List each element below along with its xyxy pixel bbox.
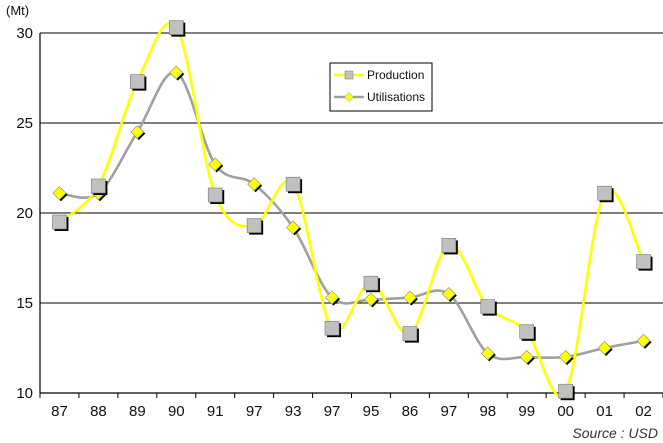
data-point-production — [52, 214, 67, 230]
legend-swatch-marker — [344, 70, 354, 80]
data-point-production — [207, 187, 223, 203]
series-markers — [52, 20, 653, 401]
data-point-utilisations — [519, 350, 534, 364]
series-line-utilisations — [59, 71, 644, 361]
data-point-production — [558, 383, 573, 399]
data-point-utilisations — [558, 350, 573, 364]
x-tick-label: 01 — [596, 403, 613, 420]
legend: Production Utilisations — [329, 62, 433, 112]
data-point-production — [246, 218, 262, 233]
x-tick-label: 98 — [479, 403, 496, 420]
data-point-production — [402, 326, 418, 341]
legend-label: Production — [367, 68, 424, 82]
source-note: Source : USD — [572, 425, 658, 441]
x-tick-label: 93 — [285, 403, 302, 420]
x-tick-label: 87 — [51, 403, 68, 420]
data-point-production — [441, 238, 457, 253]
data-point-production — [519, 324, 535, 340]
data-point-utilisations — [286, 220, 301, 235]
y-axis-unit-label: (Mt) — [6, 3, 29, 18]
x-tick-label: 91 — [207, 403, 224, 420]
data-point-utilisations — [325, 290, 339, 305]
data-point-utilisations — [364, 292, 378, 307]
data-point-production — [168, 20, 184, 35]
data-point-utilisations — [169, 65, 184, 80]
x-tick-label: 90 — [168, 403, 185, 420]
data-point-utilisations — [402, 290, 417, 305]
y-tick-label: 20 — [16, 205, 33, 222]
x-tick-label: 88 — [90, 403, 107, 420]
x-tick-label: 97 — [324, 403, 341, 420]
data-point-utilisations — [130, 125, 145, 139]
data-point-utilisations — [208, 157, 223, 172]
x-axis-ticks: 87 88 89 90 91 97 93 97 95 86 97 98 99 00 01 02 — [51, 403, 652, 420]
data-point-production — [363, 275, 379, 291]
x-tick-label: 89 — [129, 403, 146, 420]
x-tick-label: 95 — [363, 403, 380, 420]
data-point-production — [636, 254, 651, 269]
data-point-production — [130, 74, 145, 89]
data-point-production — [480, 299, 496, 314]
y-tick-label: 15 — [16, 295, 33, 312]
data-point-utilisations — [247, 177, 262, 192]
x-tick-label: 86 — [402, 403, 419, 420]
data-point-production — [597, 185, 612, 201]
data-point-production — [91, 178, 106, 194]
data-point-production — [324, 320, 340, 336]
legend-swatch-marker — [344, 92, 354, 102]
legend-label: Utilisations — [367, 90, 425, 104]
data-point-utilisations — [636, 333, 651, 348]
y-tick-label: 25 — [16, 115, 33, 132]
x-tick-label: 97 — [441, 403, 458, 420]
y-tick-label: 30 — [16, 25, 33, 42]
y-tick-label: 10 — [16, 385, 33, 402]
x-tick-label: 02 — [635, 403, 652, 420]
data-point-utilisations — [597, 341, 612, 355]
data-point-utilisations — [441, 287, 456, 301]
y-axis-ticks: 10 15 20 25 30 — [16, 25, 33, 402]
data-point-utilisations — [480, 346, 495, 361]
x-tick-label: 97 — [246, 403, 263, 420]
data-point-utilisations — [52, 186, 67, 201]
x-tick-label: 99 — [518, 403, 535, 420]
x-tick-label: 00 — [557, 403, 574, 420]
data-point-production — [285, 176, 301, 192]
